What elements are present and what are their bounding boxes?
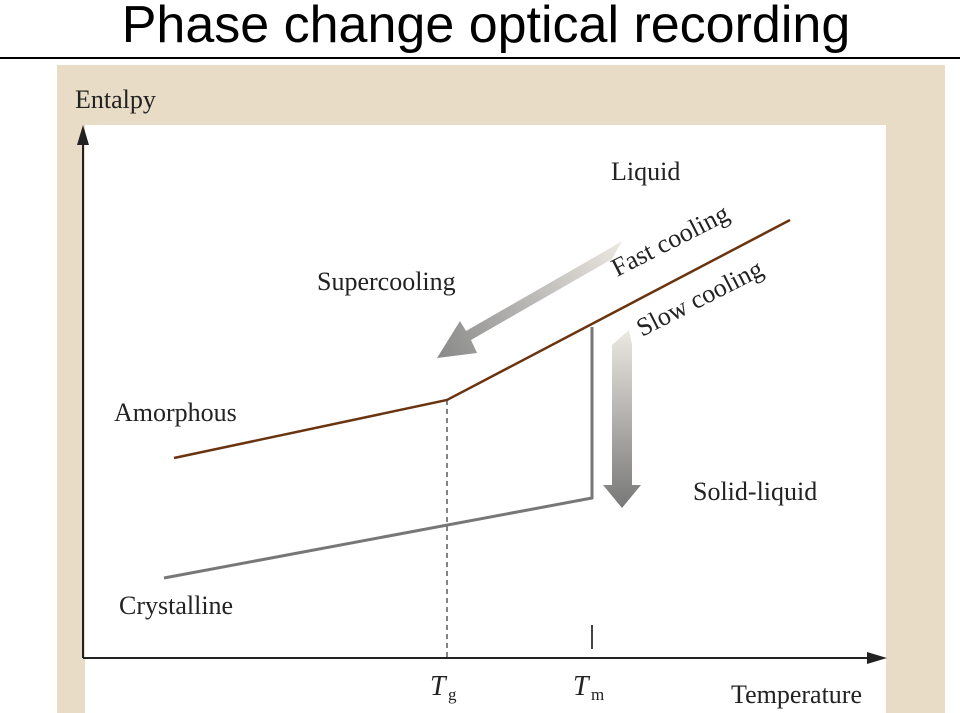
title-divider — [0, 57, 960, 59]
tick-tg-subscript: g — [448, 685, 457, 704]
tick-tm-subscript: m — [591, 685, 604, 704]
tick-label-tg: T g — [430, 671, 457, 704]
tick-tm-symbol: T — [573, 671, 591, 702]
x-axis-label: Temperature — [731, 680, 862, 709]
x-axis-arrowhead — [867, 652, 887, 664]
supercooling-label: Supercooling — [317, 267, 456, 296]
plot-area — [85, 125, 886, 713]
amorphous-label: Amorphous — [114, 398, 237, 427]
enthalpy-temperature-diagram: Entalpy Temperature Liquid Supercooling … — [57, 65, 945, 713]
liquid-label: Liquid — [611, 157, 680, 186]
slow-cooling-arrow — [603, 330, 641, 508]
slide-title: Phase change optical recording — [121, 0, 851, 54]
y-axis-arrowhead — [77, 125, 89, 145]
y-axis-label: Entalpy — [75, 85, 156, 114]
crystalline-label: Crystalline — [119, 591, 233, 620]
amorphous-liquid-line — [173, 218, 791, 460]
crystalline-line — [163, 327, 594, 580]
solid-liquid-label: Solid-liquid — [693, 477, 817, 506]
tick-tg-symbol: T — [430, 671, 448, 702]
tick-label-tm: T m — [573, 671, 604, 704]
supercooling-arrow — [437, 241, 622, 358]
